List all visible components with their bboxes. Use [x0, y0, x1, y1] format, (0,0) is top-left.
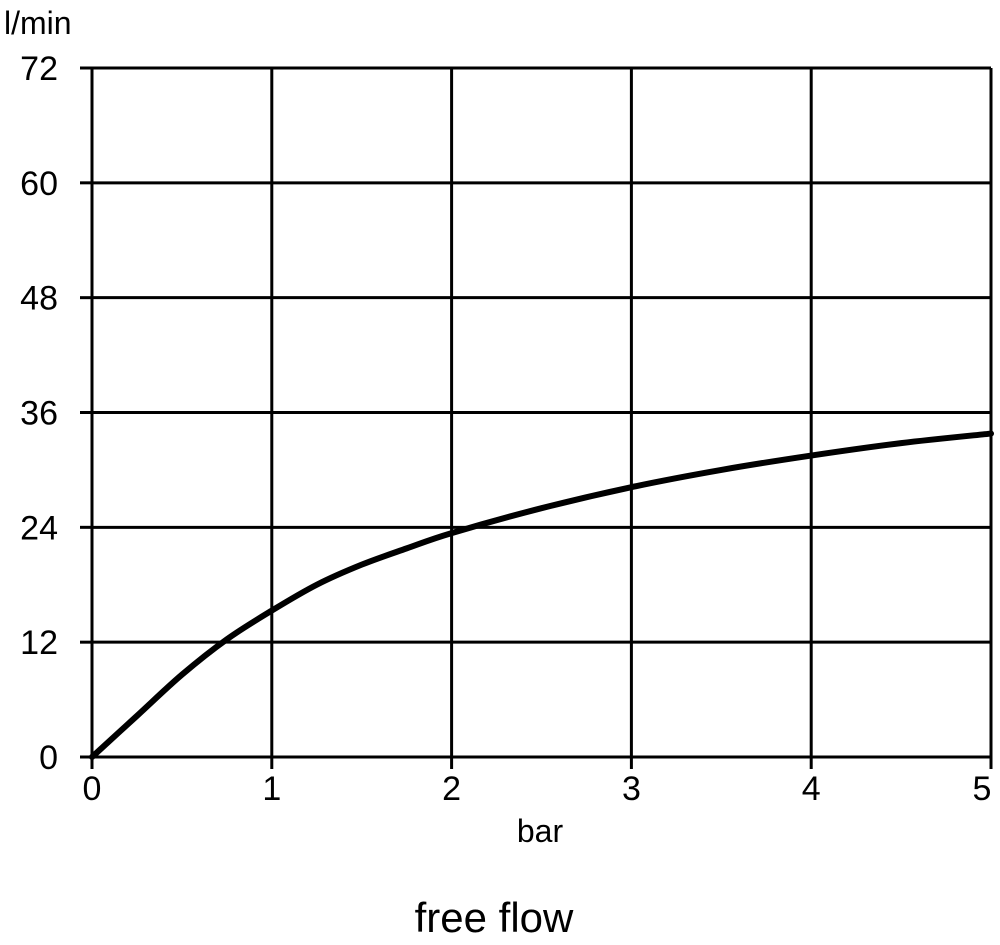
y-tick-label: 0 — [39, 739, 58, 777]
series-line — [89, 430, 994, 760]
x-tick-label: 4 — [802, 770, 821, 808]
y-tick-label: 24 — [20, 509, 58, 547]
series-layer — [89, 430, 994, 760]
grid-lines — [92, 66, 993, 757]
chart-caption: free flow — [415, 894, 574, 941]
y-tick-label: 48 — [20, 280, 58, 318]
x-tick-label: 5 — [973, 770, 992, 808]
y-tick-label: 36 — [20, 395, 58, 433]
y-tick-label: 72 — [20, 50, 58, 88]
y-tick-label: 12 — [20, 624, 58, 662]
x-tick-label: 0 — [83, 770, 102, 808]
axes — [80, 66, 993, 769]
y-tick-label: 60 — [20, 165, 58, 203]
x-tick-label: 3 — [622, 770, 641, 808]
x-tick-label: 2 — [442, 770, 461, 808]
x-axis-title: bar — [517, 813, 564, 849]
x-tick-label: 1 — [262, 770, 281, 808]
y-axis-title: l/min — [4, 5, 72, 41]
